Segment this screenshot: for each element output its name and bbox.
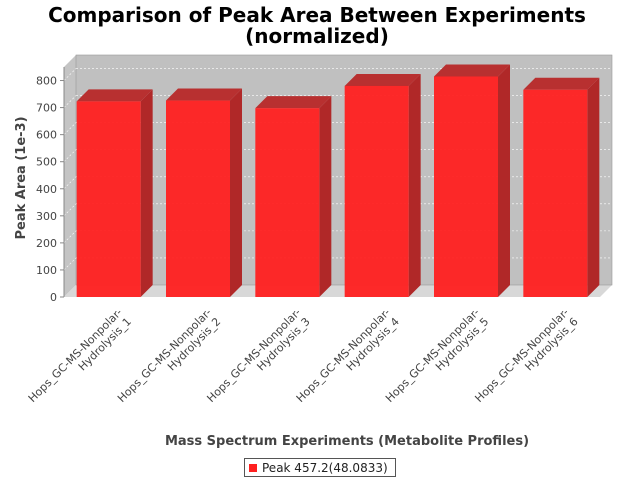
bar-front (76, 101, 141, 297)
y-axis-title: Peak Area (1e-3) (14, 116, 29, 239)
bar (166, 88, 242, 297)
bar-top (344, 73, 421, 86)
bar-top (166, 88, 242, 101)
gridline-diag (63, 122, 77, 135)
plot-border (75, 54, 613, 286)
chart-title-line-2: (normalized) (245, 24, 389, 48)
x-tick-labels: Hops_GC-MS-Nonpolar-Hydrolysis_1Hops_GC-… (26, 306, 581, 405)
gridlines (63, 68, 612, 271)
chart-title-line-1: Comparison of Peak Area Between Experime… (48, 3, 586, 27)
bar (344, 73, 421, 297)
y-tick-label: 0 (50, 291, 57, 304)
bar (523, 77, 600, 298)
legend-label: Peak 457.2(48.0833) (262, 460, 388, 475)
legend: Peak 457.2(48.0833) (244, 458, 396, 477)
bar-front (523, 89, 588, 298)
gridline-diag (63, 95, 77, 108)
bar-top (255, 96, 332, 109)
bar-front (344, 85, 409, 297)
bar (76, 89, 153, 297)
bar-side (408, 73, 421, 297)
bar-side (230, 88, 242, 297)
bar-front (434, 76, 498, 298)
bar-top (434, 64, 510, 77)
y-tick-label: 200 (36, 237, 57, 250)
bars (76, 64, 600, 298)
gridline-diag (63, 230, 77, 244)
bar-top (523, 77, 600, 90)
gridline-diag (63, 176, 77, 189)
y-tick-label: 800 (36, 75, 57, 88)
gridline-diag (63, 203, 77, 217)
gridline-diag (63, 68, 77, 81)
x-tick-label-line: Hops_GC-MS-Nonpolar- (26, 306, 125, 405)
plot-left-wall (64, 55, 76, 297)
y-tick-label: 700 (36, 102, 57, 115)
gridline-diag (63, 257, 77, 271)
gridline-diag (63, 149, 77, 162)
y-axis: 0 100 200 300 400 500 600 700 800 (36, 67, 65, 304)
y-tick-label: 600 (36, 129, 57, 142)
y-tick-label: 500 (36, 156, 57, 169)
bar-side (498, 64, 510, 298)
bar (434, 64, 510, 298)
plot-area (64, 54, 613, 297)
plot-back-wall (76, 55, 612, 285)
bar-side (587, 77, 600, 298)
legend-swatch (249, 463, 257, 472)
bar-top (76, 89, 153, 102)
bar-front (166, 100, 230, 297)
y-tick-label: 400 (36, 183, 57, 196)
bar-side (319, 96, 332, 297)
y-tick-label: 300 (36, 210, 57, 223)
y-tick-label: 100 (36, 264, 57, 277)
bar (255, 96, 332, 297)
bar-front (255, 108, 320, 297)
x-axis-title: Mass Spectrum Experiments (Metabolite Pr… (165, 434, 529, 449)
bar-side (140, 89, 153, 297)
